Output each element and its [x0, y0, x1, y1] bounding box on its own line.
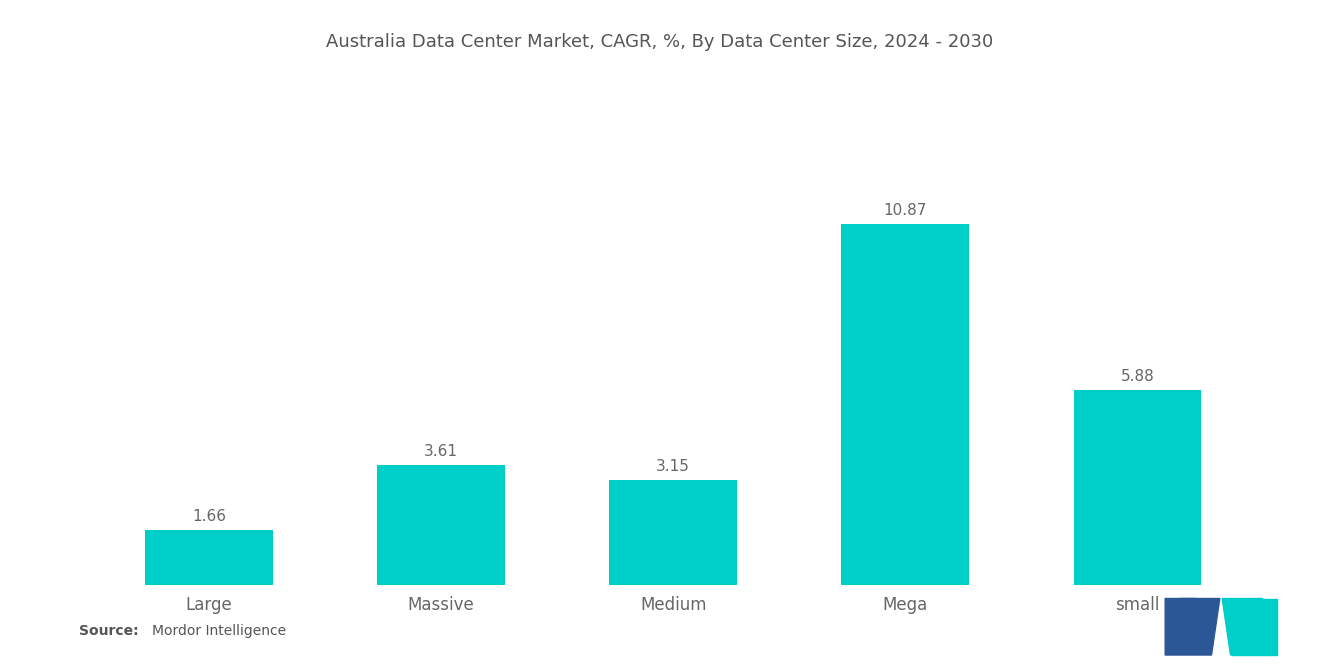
- Text: 3.61: 3.61: [424, 444, 458, 460]
- Bar: [378, 465, 506, 585]
- Polygon shape: [1166, 598, 1212, 655]
- Bar: [841, 224, 969, 585]
- Polygon shape: [1222, 598, 1262, 655]
- Text: 3.15: 3.15: [656, 460, 690, 475]
- Text: Source:: Source:: [79, 624, 139, 638]
- Text: Australia Data Center Market, CAGR, %, By Data Center Size, 2024 - 2030: Australia Data Center Market, CAGR, %, B…: [326, 33, 994, 51]
- Text: Mordor Intelligence: Mordor Intelligence: [152, 624, 286, 638]
- Bar: [1073, 390, 1201, 585]
- Text: 5.88: 5.88: [1121, 368, 1154, 384]
- Text: 1.66: 1.66: [191, 509, 226, 524]
- Polygon shape: [1230, 598, 1276, 655]
- Text: 10.87: 10.87: [883, 203, 927, 218]
- Bar: [145, 530, 273, 585]
- Polygon shape: [1179, 598, 1220, 655]
- Bar: [610, 480, 737, 585]
